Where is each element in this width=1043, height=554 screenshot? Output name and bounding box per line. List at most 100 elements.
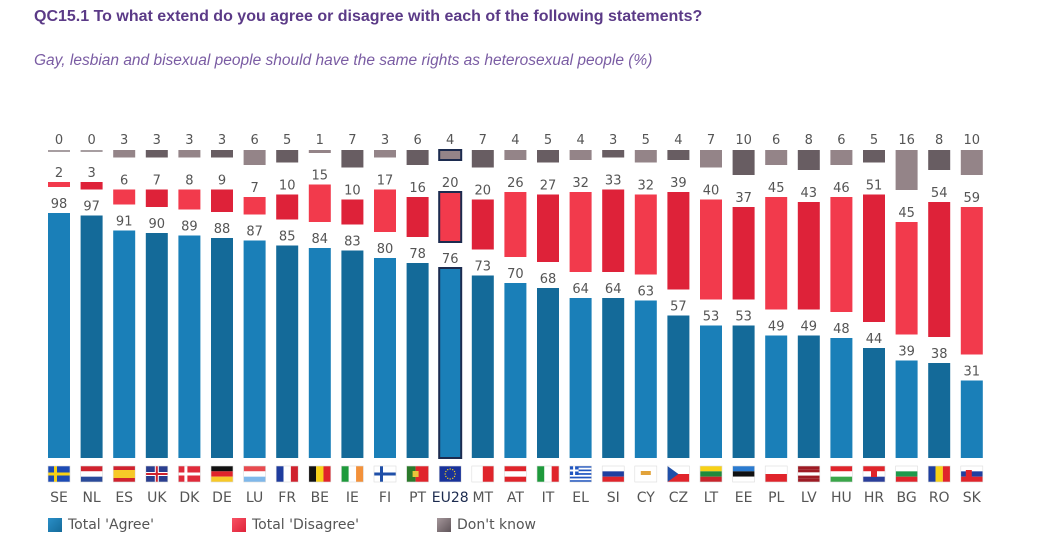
disagree-value-label: 7: [250, 181, 258, 196]
dontknow-bar: [895, 150, 918, 190]
dontknow-bar: [569, 150, 592, 160]
category-label: DK: [179, 490, 200, 506]
poland-flag: [764, 465, 788, 483]
disagree-value-label: 27: [540, 179, 557, 194]
agree-bar: [667, 315, 690, 458]
agree-value-label: 64: [605, 282, 622, 297]
agree-bar: [276, 245, 299, 458]
dontknow-bar: [406, 150, 429, 165]
disagree-bar: [928, 202, 951, 337]
dontknow-value-label: 6: [837, 133, 845, 148]
agree-bar: [471, 275, 494, 458]
legend-item-dontknow: Don't know: [437, 517, 536, 533]
dontknow-value-label: 6: [772, 133, 780, 148]
dontknow-value-label: 5: [283, 133, 291, 148]
dontknow-bar: [374, 150, 396, 158]
agree-bar: [211, 238, 233, 458]
dontknow-bar: [732, 150, 755, 175]
disagree-bar: [80, 182, 103, 190]
disagree-value-label: 15: [312, 169, 329, 184]
agree-bar: [178, 235, 201, 458]
dontknow-bar: [438, 149, 463, 161]
grey-square-icon: [437, 518, 451, 532]
agree-bar: [634, 300, 657, 458]
dontknow-bar: [634, 150, 657, 163]
netherlands-flag: [80, 465, 103, 483]
disagree-bar: [700, 199, 722, 300]
category-label: UK: [147, 490, 167, 506]
disagree-value-label: 2: [55, 166, 63, 181]
dontknow-value-label: 6: [413, 133, 421, 148]
bulgaria-flag: [895, 465, 918, 483]
disagree-value-label: 26: [507, 176, 524, 191]
dontknow-bar: [700, 150, 722, 168]
category-label: SE: [50, 490, 68, 506]
czechia-flag: [667, 465, 690, 483]
dontknow-bar: [830, 150, 853, 165]
disagree-value-label: 16: [409, 181, 426, 196]
dontknow-value-label: 3: [609, 133, 617, 148]
agree-value-label: 57: [670, 300, 687, 315]
disagree-bar: [765, 197, 788, 310]
uk-flag: [145, 465, 169, 483]
agree-bar: [569, 298, 592, 458]
dontknow-bar: [178, 150, 201, 158]
dontknow-value-label: 5: [642, 133, 650, 148]
disagree-value-label: 10: [279, 179, 296, 194]
agree-bar: [438, 267, 463, 459]
red-square-icon: [232, 518, 246, 532]
legend-item-agree: Total 'Agree': [48, 517, 154, 533]
dontknow-value-label: 10: [735, 133, 752, 148]
disagree-value-label: 8: [185, 174, 193, 189]
category-label: MT: [472, 490, 493, 506]
dontknow-value-label: 4: [446, 133, 454, 148]
dontknow-value-label: 10: [964, 133, 981, 148]
luxembourg-flag: [243, 465, 266, 483]
category-label: FI: [379, 490, 391, 506]
agree-value-label: 49: [768, 320, 785, 335]
estonia-flag: [732, 465, 755, 483]
agree-value-label: 68: [540, 272, 557, 287]
agree-value-label: 85: [279, 230, 296, 245]
disagree-value-label: 51: [866, 179, 883, 194]
disagree-value-label: 54: [931, 186, 948, 201]
category-label: EE: [735, 490, 753, 506]
dontknow-value-label: 4: [511, 133, 519, 148]
legend-item-disagree: Total 'Disagree': [232, 517, 359, 533]
dontknow-bar: [276, 150, 299, 163]
agree-bar: [732, 325, 755, 458]
category-label: LU: [246, 490, 263, 506]
agree-bar: [895, 360, 918, 458]
agree-value-label: 83: [344, 235, 361, 250]
category-label: AT: [507, 490, 524, 506]
agree-bar: [113, 230, 136, 458]
cyprus-flag: [634, 465, 658, 483]
dontknow-bar: [113, 150, 136, 158]
agree-value-label: 87: [246, 225, 263, 240]
agree-value-label: 44: [866, 332, 883, 347]
italy-flag: [536, 465, 560, 483]
disagree-value-label: 7: [153, 174, 161, 189]
dontknow-value-label: 0: [55, 133, 63, 148]
agree-bar: [863, 348, 885, 458]
agree-value-label: 89: [181, 220, 198, 235]
category-label: FR: [278, 490, 296, 506]
dontknow-value-label: 3: [218, 133, 226, 148]
malta-flag: [471, 465, 495, 483]
disagree-value-label: 40: [703, 184, 720, 199]
agree-bar: [830, 338, 853, 458]
disagree-value-label: 45: [898, 206, 915, 221]
agree-value-label: 84: [312, 232, 329, 247]
disagree-value-label: 37: [735, 191, 752, 206]
disagree-bar: [960, 207, 983, 355]
agree-value-label: 88: [214, 222, 231, 237]
dontknow-value-label: 3: [185, 133, 193, 148]
category-label: LT: [704, 490, 719, 506]
dontknow-bar: [243, 150, 266, 165]
category-label: RO: [929, 490, 950, 506]
agree-value-label: 76: [442, 252, 459, 267]
disagree-bar: [797, 202, 820, 310]
ireland-flag: [341, 465, 364, 483]
dontknow-bar: [667, 150, 690, 160]
